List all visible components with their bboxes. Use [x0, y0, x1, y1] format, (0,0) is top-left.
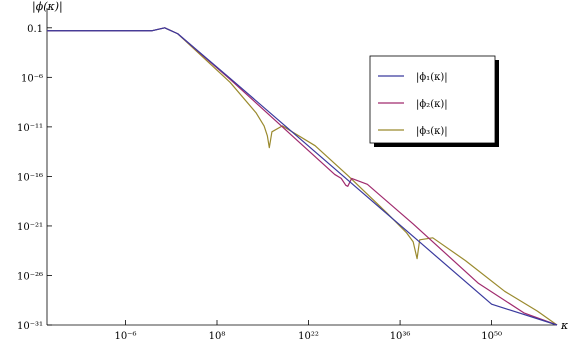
legend-items: |ϕ₁(κ)| |ϕ₂(κ)| |ϕ₃(κ)| [378, 72, 448, 137]
legend-box [369, 55, 496, 144]
x-axis-label: κ [560, 319, 569, 332]
series-line [47, 27, 558, 326]
series-lines [47, 27, 558, 326]
y-tick-label: 10⁻²⁶ [17, 271, 43, 282]
y-tick-label: 0.1 [27, 24, 43, 35]
ticks: 10⁻⁶ 10⁸ 10²² 10³⁶ 10⁵⁰ 0.1 10⁻⁶ 10⁻¹¹ 10⁻¹⁶ 10⁻²… [17, 24, 502, 342]
x-tick-label: 10²² [298, 331, 319, 342]
x-tick-label: 10⁻⁶ [114, 331, 136, 342]
legend-label: |ϕ₂(κ)| [416, 99, 448, 110]
plot-area: 10⁻⁶ 10⁸ 10²² 10³⁶ 10⁵⁰ 0.1 10⁻⁶ 10⁻¹¹ 10⁻¹⁶ 10⁻²… [17, 8, 558, 342]
y-tick-label: 10⁻¹⁶ [17, 172, 43, 183]
series-line [47, 27, 558, 326]
legend: |ϕ₁(κ)| |ϕ₂(κ)| |ϕ₃(κ)| [369, 55, 499, 147]
y-tick-label: 10⁻²¹ [17, 222, 43, 233]
x-tick-label: 10⁵⁰ [481, 331, 502, 342]
legend-label: |ϕ₁(κ)| [416, 72, 448, 83]
x-tick-label: 10³⁶ [390, 331, 411, 342]
y-tick-label: 10⁻³¹ [17, 321, 43, 332]
legend-label: |ϕ₃(κ)| [416, 126, 448, 137]
x-tick-label: 10⁸ [209, 331, 226, 342]
y-tick-label: 10⁻⁶ [21, 73, 43, 84]
y-tick-label: 10⁻¹¹ [17, 123, 43, 134]
y-axis-label: |ϕ(κ)| [32, 0, 63, 14]
